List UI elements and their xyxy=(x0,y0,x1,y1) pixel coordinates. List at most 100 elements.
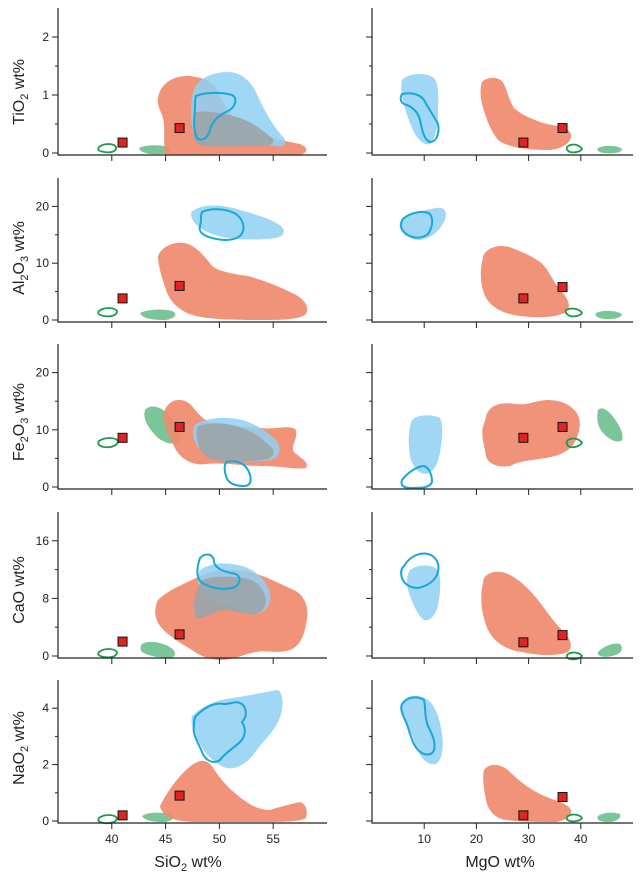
x-tick-label: 30 xyxy=(522,832,536,846)
field-green xyxy=(597,145,622,154)
field-green xyxy=(140,641,176,658)
y-axis-label-al2o3: Al2O3 wt% xyxy=(11,221,31,295)
field-blue xyxy=(191,690,283,769)
field-salmon xyxy=(158,242,308,320)
panel-mgo-nao2 xyxy=(400,695,621,823)
outline-green xyxy=(97,437,119,449)
panel-mgo-tio2 xyxy=(399,74,622,154)
sample-point xyxy=(174,421,185,432)
outline-green xyxy=(97,307,118,318)
y-tick-label: 16 xyxy=(36,534,50,548)
axes-mgo-nao2: 10 20 30 40 xyxy=(366,680,633,846)
x-tick-label: 10 xyxy=(418,832,432,846)
axis-frame xyxy=(371,8,633,156)
axis-frame xyxy=(371,344,633,490)
axes-sio2-nao2: 0 2 4 40 45 50 55 xyxy=(42,680,327,846)
field-green xyxy=(595,310,622,320)
outline-blue xyxy=(399,92,440,144)
axes-mgo-fe2o3 xyxy=(366,344,633,495)
x-axis-label-sio2: SiO2 wt% xyxy=(154,854,221,874)
field-green xyxy=(142,812,173,822)
sample-point xyxy=(557,123,568,134)
field-green xyxy=(597,408,623,442)
x-tick-label: 20 xyxy=(470,832,484,846)
outline-blue xyxy=(193,91,237,141)
panel-mgo-fe2o3 xyxy=(400,400,623,490)
sample-point xyxy=(117,137,128,148)
axes-sio2-cao: 0 8 16 xyxy=(36,512,327,664)
sample-point xyxy=(117,636,128,647)
outline-blue xyxy=(400,210,434,239)
panel-sio2-fe2o3 xyxy=(97,399,307,488)
field-green xyxy=(597,643,622,657)
axis-frame xyxy=(57,8,327,156)
panel-sio2-al2o3 xyxy=(97,205,308,320)
axes-sio2-fe2o3: 0 10 20 xyxy=(36,344,327,495)
axis-frame xyxy=(57,344,327,490)
field-green xyxy=(597,812,621,822)
sample-point xyxy=(117,810,128,821)
y-tick-label: 1 xyxy=(42,88,49,102)
sample-point xyxy=(557,792,568,803)
sample-point xyxy=(117,293,128,304)
outline-green xyxy=(97,143,117,154)
outline-blue xyxy=(198,208,245,241)
y-tick-label: 0 xyxy=(42,146,49,160)
sample-point xyxy=(557,421,568,432)
y-axis-label-fe2o3: Fe2O3 wt% xyxy=(11,383,31,461)
y-tick-label: 20 xyxy=(36,199,50,213)
y-tick-label: 20 xyxy=(36,366,50,380)
sample-point xyxy=(557,282,568,293)
y-axis-label-tio2: TiO2 wt% xyxy=(11,59,31,125)
outline-blue xyxy=(192,701,247,763)
axes-sio2-al2o3: 0 10 20 xyxy=(36,178,327,328)
outline-blue xyxy=(196,553,241,590)
field-salmon xyxy=(480,77,572,150)
sample-point xyxy=(174,123,185,134)
y-tick-label: 0 xyxy=(42,313,49,327)
y-tick-label: 8 xyxy=(42,591,49,605)
axis-frame xyxy=(371,512,633,659)
x-tick-label: 45 xyxy=(159,832,173,846)
axis-frame xyxy=(371,680,633,824)
field-salmon xyxy=(482,400,580,467)
axis-frame xyxy=(57,680,327,824)
sample-point xyxy=(518,293,529,304)
axis-frame xyxy=(57,178,327,323)
field-blue xyxy=(399,207,446,240)
x-tick-label: 40 xyxy=(574,832,588,846)
outline-green xyxy=(565,813,584,823)
field-blue xyxy=(408,415,443,474)
axes-mgo-al2o3 xyxy=(366,178,633,328)
y-tick-label: 10 xyxy=(36,256,50,270)
outline-green xyxy=(565,651,584,661)
axes-mgo-cao xyxy=(366,512,633,664)
sample-point xyxy=(174,629,185,640)
field-salmon xyxy=(481,571,571,655)
sample-point xyxy=(174,790,185,801)
sample-point xyxy=(518,432,529,443)
field-overlap xyxy=(193,111,274,147)
y-axis-label-nao2: NaO2 wt% xyxy=(11,711,31,785)
sample-point xyxy=(174,280,185,291)
axis-frame xyxy=(57,512,327,659)
y-tick-label: 0 xyxy=(42,814,49,828)
outline-blue xyxy=(400,696,436,756)
outline-green xyxy=(564,307,584,318)
x-tick-label: 40 xyxy=(105,832,119,846)
sample-point xyxy=(518,810,529,821)
axes-mgo-tio2 xyxy=(366,8,633,161)
x-axis-label-mgo: MgO wt% xyxy=(465,854,534,871)
sample-point xyxy=(557,630,568,641)
panel-sio2-tio2 xyxy=(97,72,307,155)
field-green xyxy=(140,309,176,320)
panel-sio2-nao2 xyxy=(97,690,307,825)
sample-point xyxy=(518,137,529,148)
field-blue xyxy=(401,74,439,145)
outline-green xyxy=(97,648,118,659)
panel-mgo-al2o3 xyxy=(399,207,622,320)
outline-blue xyxy=(400,464,434,490)
field-salmon xyxy=(160,760,307,822)
